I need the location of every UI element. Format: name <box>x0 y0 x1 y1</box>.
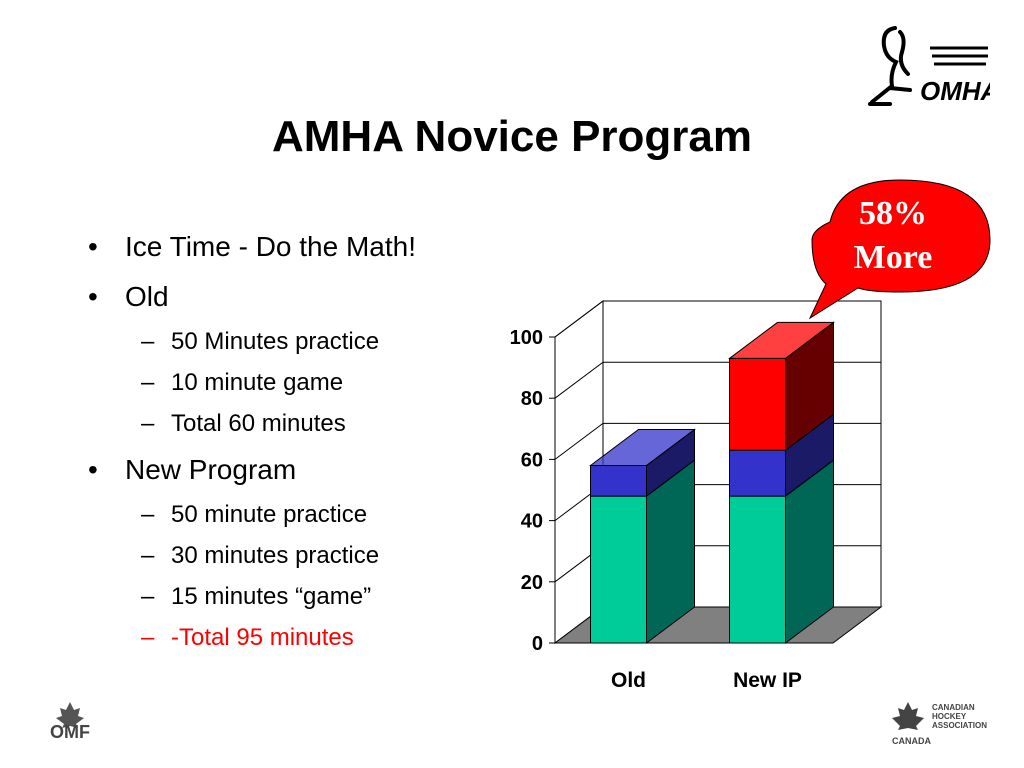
omha-logo: OMHA <box>868 26 990 106</box>
bar-top <box>728 321 835 359</box>
bullet-text: 30 minutes practice <box>171 542 380 569</box>
y-tick-label: 20 <box>521 572 543 594</box>
sub-bullet-item: –50 minute practice <box>88 498 416 539</box>
bar-top <box>589 429 696 467</box>
omf-logo-text: OMF <box>50 722 90 742</box>
x-category-label: Old <box>611 669 646 692</box>
callout-line1: 58% <box>859 195 927 232</box>
callout-shape <box>808 179 991 320</box>
omf-logo: OMF <box>50 702 90 742</box>
sub-bullet-mark: – <box>141 410 155 437</box>
sub-bullet-mark: – <box>141 328 155 355</box>
sub-bullet-mark: – <box>141 542 155 569</box>
speed-lines <box>930 46 988 66</box>
y-tick-label: 80 <box>521 388 543 410</box>
sub-bullet-mark: – <box>141 583 155 610</box>
maple-leaf-logo-icon <box>56 702 84 728</box>
slide-title: AMHA Novice Program <box>271 112 753 161</box>
cha-line-2: HOCKEY <box>932 712 967 721</box>
sub-bullet-mark: – <box>141 369 155 396</box>
x-category-label: New IP <box>733 669 802 692</box>
cha-line-3: ASSOCIATION <box>932 721 987 730</box>
bullet-item: • Ice Time - Do the Math! <box>88 225 416 275</box>
y-tick-label: 100 <box>510 327 543 349</box>
bullet-text: Total 60 minutes <box>171 410 346 437</box>
callout-bubble: 58% More <box>808 179 991 320</box>
bar-segment <box>729 357 786 451</box>
bar-segment <box>590 465 647 497</box>
bar-segment <box>729 449 786 497</box>
sub-bullet-item: –50 Minutes practice <box>88 325 416 366</box>
bullet-text: 50 Minutes practice <box>171 328 380 355</box>
y-tick-label: 60 <box>521 449 543 471</box>
maple-leaf-logo-icon <box>892 702 924 730</box>
bullet-text: -Total 95 minutes <box>171 624 354 651</box>
chart-bars <box>589 321 835 644</box>
sub-bullet-item: –15 minutes “game” <box>88 580 416 621</box>
bullet-item: • Old <box>88 275 416 325</box>
bullet-mark: • <box>88 454 98 485</box>
hockey-player-logo-icon <box>868 26 912 106</box>
y-tick-label: 40 <box>521 511 543 533</box>
bullet-text: 10 minute game <box>171 369 344 396</box>
gridline <box>554 300 881 338</box>
callout-line2: More <box>854 239 933 276</box>
bullet-text: 15 minutes “game” <box>171 583 372 610</box>
y-tick-label: 0 <box>532 633 543 655</box>
cha-line-1: CANADIAN <box>932 703 975 712</box>
sub-bullet-item: – -Total 95 minutes <box>88 621 416 662</box>
sub-bullet-item: –30 minutes practice <box>88 539 416 580</box>
sub-bullet-mark: – <box>141 624 155 651</box>
cha-canada: CANADA <box>892 736 931 746</box>
bullet-text: Old <box>125 281 169 312</box>
chart-labels: 0 20 40 60 80 100 Old New IP <box>510 327 802 692</box>
sub-bullet-item: – Total 60 minutes <box>88 407 416 448</box>
bullet-list: • Ice Time - Do the Math! • Old –50 Minutes … <box>88 225 416 662</box>
cha-logo: CANADIAN HOCKEY ASSOCIATION CANADA <box>892 702 987 746</box>
bullet-mark: • <box>88 231 98 262</box>
bullet-text: Ice Time - Do the Math! <box>125 231 416 262</box>
bullet-item: • New Program <box>88 448 416 498</box>
bar-segment <box>590 495 647 644</box>
sub-bullet-mark: – <box>141 501 155 528</box>
sub-bullet-item: –10 minute game <box>88 366 416 407</box>
bullet-text: New Program <box>125 454 297 485</box>
bullet-text: 50 minute practice <box>171 501 368 528</box>
bar-segment <box>729 495 786 644</box>
bullet-mark: • <box>88 281 98 312</box>
omha-logo-text: OMHA <box>920 76 990 106</box>
